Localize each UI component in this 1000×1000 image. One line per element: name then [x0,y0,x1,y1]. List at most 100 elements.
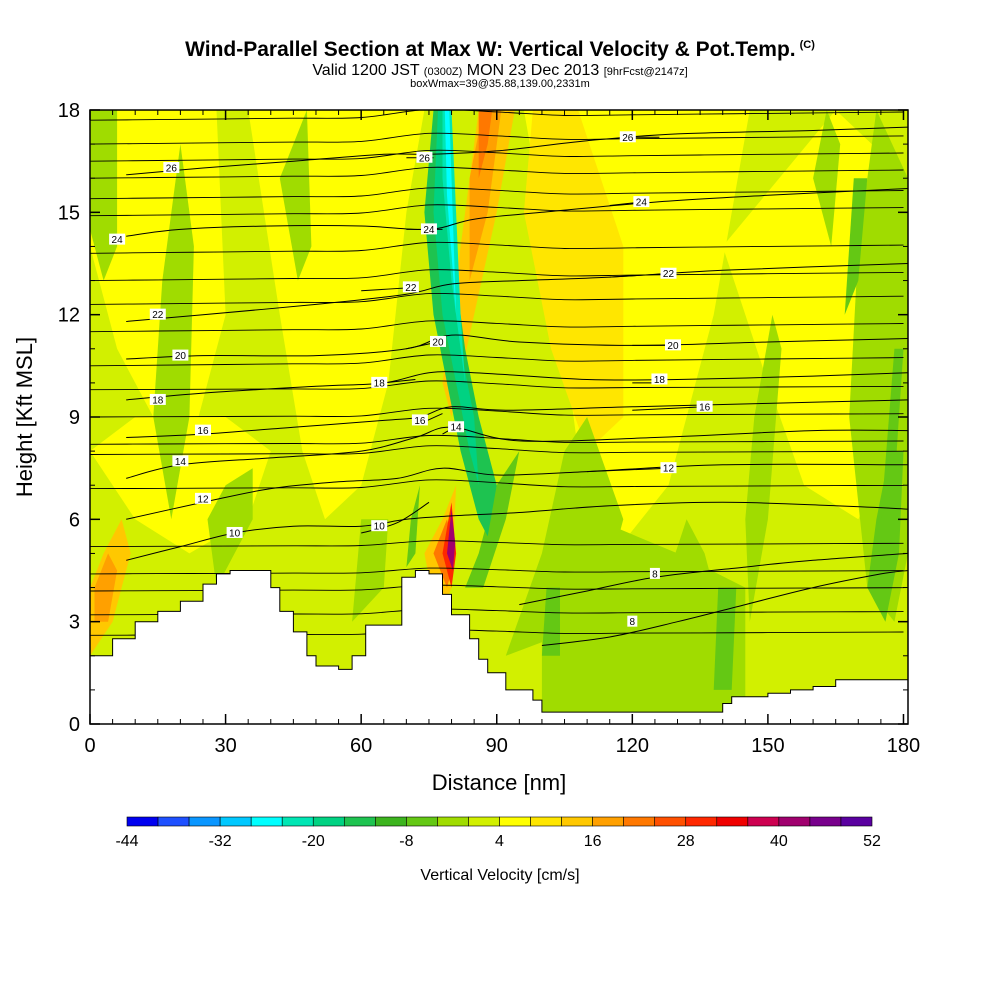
theta-contour-line [90,354,904,367]
contour-label-bg [402,281,419,293]
colorbar-swatch [250,816,283,827]
velocity-region [713,587,737,690]
velocity-region [664,519,723,656]
contour-label-bg [619,131,636,143]
colorbar-tick-label: 28 [677,833,695,850]
contour-label-bg [696,400,713,412]
velocity-region [867,451,904,622]
contour-label: 22 [663,269,675,280]
velocity-region [478,110,493,179]
contour-label: 14 [451,423,463,434]
theta-contour-16 [126,399,908,438]
theta-contour-line [90,479,904,490]
colorbar-swatch [437,816,469,827]
colorbar-tick-label: 52 [863,833,881,850]
contour-label-bg [149,393,166,405]
contour-label: 18 [152,395,164,406]
theta-contour-8 [541,570,908,646]
contour-label: 16 [197,426,209,437]
colorbar-tick-label: -8 [399,833,413,850]
subtitle-valid: Valid 1200 JST [312,62,420,79]
contour-label-bg [149,308,166,320]
contour-label-bg [429,335,446,347]
theta-contour-24 [126,188,908,237]
contour-label-bg [633,196,650,208]
theta-contour-26 [126,126,908,176]
y-tick-label: 18 [58,100,80,122]
colorbar-swatch [499,816,531,827]
y-tick-label: 9 [69,407,80,429]
contour-label: 16 [699,402,711,413]
contour-label: 24 [423,225,435,236]
y-tick-label: 12 [58,305,80,327]
contour-label: 20 [432,337,444,348]
contour-label: 22 [405,283,417,294]
theta-contours-unlabeled [90,110,904,636]
contour-label: 10 [374,522,386,533]
colorbar-swatch [126,816,159,827]
theta-contour-line [90,320,904,333]
copyright-mark: (C) [799,39,815,51]
theta-contour-line [90,540,904,548]
colorbar-swatch [716,816,749,827]
contour-label-bg [172,455,189,467]
axes: 0 30 60 90 120 150 180 0 3 6 9 12 15 18 [58,100,920,757]
velocity-region [745,314,782,622]
x-axis-title: Distance [nm] [432,770,567,795]
contour-label-bg [109,233,126,245]
velocity-region [813,110,841,247]
theta-contour-line [90,407,904,418]
contour-label-bg [448,421,465,433]
colorbar-tick-label: -20 [302,833,325,850]
theta-contour-labels: 8 8 10 10 12 12 14 14 16 16 16 18 18 18 20 20 20 22 22 22 24… [109,131,713,628]
colorbar-swatch [623,816,656,827]
contour-label: 24 [636,198,648,209]
theta-contour-line [90,166,904,179]
theta-contour-8 [519,552,908,606]
x-tick-label: 30 [214,735,236,757]
contour-label-bg [371,376,388,388]
velocity-region [153,144,194,520]
theta-contour-line [90,149,904,162]
theta-contour-20 [126,334,908,360]
theta-contours [126,126,908,646]
contour-label: 26 [622,133,634,144]
velocity-region [844,178,868,315]
contour-label-bg [411,414,428,426]
velocity-region [880,348,904,520]
colorbar: -44 -32 -20 -8 4 16 28 40 52 [115,816,881,850]
colorbar-swatch [312,816,345,827]
contour-label-bg [163,161,180,173]
contour-label: 12 [197,494,209,505]
subtitle-utc: (0300Z) [423,66,463,78]
contour-label-bg [420,223,437,235]
velocity-region [541,587,560,656]
theta-contour-line [90,445,904,455]
colorbar-swatch [219,816,252,827]
colorbar-swatch [654,816,687,827]
colorbar-tick-label: 4 [495,833,504,850]
velocity-region [447,509,456,571]
theta-contour-12 [126,463,908,520]
theta-contour-line [90,132,904,145]
y-tick-label: 6 [69,509,80,531]
theta-contour-22 [126,263,908,322]
colorbar-tick-label: -44 [115,833,138,850]
y-axis-title: Height [Kft MSL] [12,337,37,497]
x-tick-label: 120 [616,735,649,757]
y-tick-label: 3 [69,612,80,634]
contour-label-bg [660,267,677,279]
x-tick-label: 0 [84,735,95,757]
theta-contour-line [90,380,904,391]
chart-title: Wind-Parallel Section at Max W: Vertical… [0,38,1000,62]
colorbar-tick-label: 16 [584,833,602,850]
subtitle-date: MON 23 Dec 2013 [466,62,600,79]
contour-label-bg [649,567,660,579]
contour-label-bg [664,339,681,351]
velocity-region [444,110,457,315]
colorbar-swatch [281,816,314,827]
theta-contour-line [90,269,904,282]
contour-label: 18 [654,375,666,386]
contour-label-bg [660,462,677,474]
